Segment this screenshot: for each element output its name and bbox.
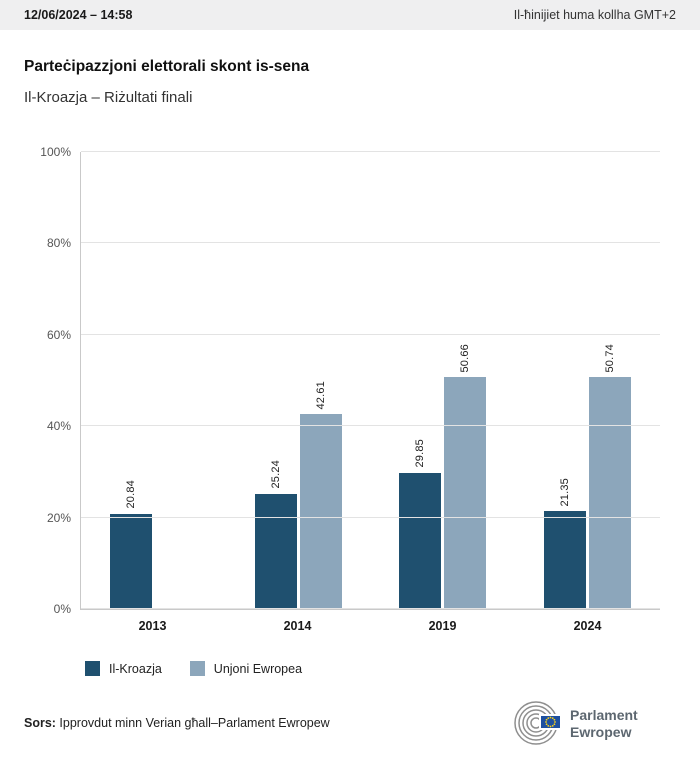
parlament-ewropew-logo: Parlament Ewropew [510,700,680,746]
bar [589,377,632,609]
bar-slot: 21.35 [544,152,587,609]
bar-groups: 20.84 25.24 42.61 29.85 50.66 21.35 50.74 [81,152,660,609]
bar-group: 25.24 42.61 [254,152,342,609]
x-axis-label: 2024 [573,619,602,633]
bar-slot: 25.24 [254,152,297,609]
bar-value-label: 50.74 [604,343,617,373]
legend-label: Il-Kroazja [109,661,162,676]
header-bar: 12/06/2024 – 14:58 Il-ħinijiet huma koll… [0,0,700,30]
bar [254,493,297,609]
y-tick-label: 0% [53,602,71,616]
x-axis-label: 2013 [138,619,167,633]
eu-flag [539,714,562,730]
bar-slot: 50.66 [444,152,487,609]
gridline [81,333,660,335]
bar-group: 29.85 50.66 [399,152,487,609]
bar-slot: 50.74 [589,152,632,609]
legend-item: Unjoni Ewropea [189,661,303,676]
legend-item: Il-Kroazja [85,661,162,676]
bar-slot: 42.61 [299,152,342,609]
bar [299,414,342,609]
bar-value-label: 25.24 [269,460,282,489]
gridline [81,151,660,152]
bar-value-label: 21.35 [559,477,572,507]
chart-legend: Il-Kroazja Unjoni Ewropea [85,661,700,676]
bar-group: 20.84 [109,152,197,609]
plot-area: 20.84 25.24 42.61 29.85 50.66 21.35 50.74 0% 20… [40,145,660,616]
bar-value-label: 29.85 [414,439,427,468]
logo-graphic: Parlament Ewropew [514,701,638,745]
y-tick-label: 20% [46,510,71,525]
gridline [81,242,660,244]
page-title: Parteċipazzjoni elettorali skont is-sena [24,58,310,75]
gridline [81,608,660,609]
eu-flag-stars [545,716,556,728]
bar-slot: 20.84 [109,152,152,609]
x-axis-labels: 2013 2014 2019 2024 [80,610,660,633]
page-subtitle: Il-Kroazja – Riżultati finali [24,89,193,106]
source-text: Ipprovdut minn Verian għall–Parlament Ew… [55,716,330,730]
logo-text-line2: Ewropew [570,724,632,740]
bar [544,511,587,609]
bar-slot: 29.85 [399,152,442,609]
header-timezone-note: Il-ħinijiet huma kollha GMT+2 [513,8,676,22]
bar [399,472,442,609]
bar-value-label: 20.84 [124,480,137,509]
y-tick-label: 60% [46,327,71,342]
legend-label: Unjoni Ewropea [213,661,303,676]
x-axis-label: 2014 [283,619,312,633]
bar-value-label: 50.66 [459,343,472,373]
gridline [81,425,660,427]
gridline [81,516,660,518]
x-axis-label: 2019 [428,619,457,633]
bar [444,377,487,609]
header-datetime: 12/06/2024 – 14:58 [24,8,133,22]
bar-slot [155,152,197,609]
y-tick-label: 40% [46,419,71,434]
bar [109,513,152,609]
legend-swatch-il-kroazja [85,661,100,676]
bar-group: 21.35 50.74 [544,152,632,609]
legend-swatch-unjoni-ewropea [189,661,205,676]
source-label: Sors: [24,716,56,730]
footer: Sors: Ipprovdut minn Verian għall–Parlam… [0,700,700,746]
bar-value-label: 42.61 [314,380,327,410]
y-tick-label: 80% [46,236,71,251]
y-tick-label: 100% [40,145,71,159]
source-note: Sors: Ipprovdut minn Verian għall–Parlam… [24,716,330,730]
logo-text-line1: Parlament [570,707,638,723]
